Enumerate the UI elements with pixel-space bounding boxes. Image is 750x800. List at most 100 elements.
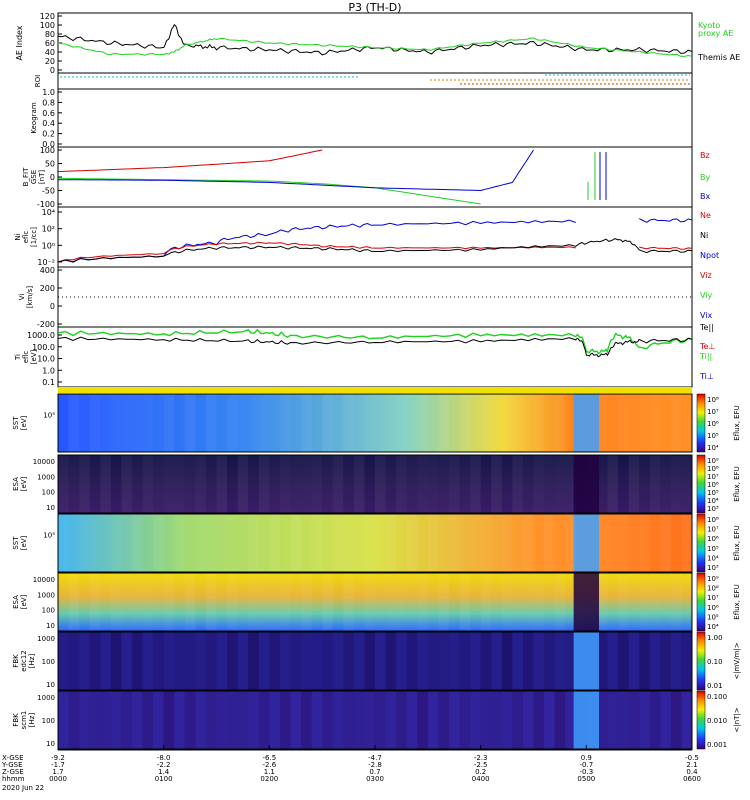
spectrogram-tick-label: 10⁵ bbox=[43, 531, 55, 539]
ni-line bbox=[57, 238, 693, 263]
legend-te-par: Te|| bbox=[699, 323, 714, 332]
spectrogram-frame bbox=[57, 393, 693, 453]
colorbar bbox=[696, 454, 706, 514]
spectrogram-ylabel: [eV] bbox=[20, 476, 28, 491]
legend-ti-perp: Ti⊥ bbox=[699, 372, 714, 381]
axis-value: 0400 bbox=[472, 775, 490, 783]
spectrogram-texture bbox=[153, 455, 164, 513]
quality-strip bbox=[58, 387, 692, 393]
spectrogram-texture bbox=[205, 394, 217, 452]
legend-te-perp: Te⊥ bbox=[699, 342, 715, 351]
spectrogram-texture bbox=[670, 455, 682, 513]
spectrogram-texture bbox=[470, 632, 481, 690]
spectrogram-texture bbox=[269, 394, 280, 452]
colorbar-tick-label: 10⁸ bbox=[707, 396, 719, 404]
spectrogram-texture bbox=[396, 455, 407, 513]
spectrogram-texture bbox=[670, 691, 682, 749]
spectrogram-texture bbox=[522, 455, 534, 513]
spectrogram-texture bbox=[311, 514, 323, 572]
spectrogram-texture bbox=[301, 455, 312, 513]
spectrogram-texture bbox=[301, 691, 312, 749]
spectrogram-texture bbox=[195, 691, 206, 749]
spectrogram-texture bbox=[121, 691, 132, 749]
spectrogram-texture bbox=[470, 573, 481, 631]
density-tick-label: 10⁰ bbox=[42, 241, 55, 250]
axis-value: 0600 bbox=[683, 775, 701, 783]
ylabel-line: eflc bbox=[22, 231, 30, 244]
axis-value: 0100 bbox=[155, 775, 173, 783]
spectrogram-texture bbox=[417, 632, 428, 690]
spectrogram-texture bbox=[279, 394, 291, 452]
ylabel-line: Vi bbox=[18, 294, 26, 301]
ylabel-line: GSE bbox=[30, 170, 38, 184]
spectrogram-texture bbox=[195, 394, 206, 452]
spectrogram-texture bbox=[596, 632, 608, 690]
spectrogram-texture bbox=[448, 573, 460, 631]
spectrogram-texture bbox=[554, 455, 566, 513]
temperature-tick-labels: 1000.0 100.0 10.0 1.0 0.1 bbox=[27, 331, 62, 387]
axis-value: 2.1 bbox=[686, 761, 697, 769]
spectrogram-texture bbox=[174, 514, 185, 572]
spectrogram-texture bbox=[639, 573, 650, 631]
spectrogram-texture bbox=[100, 573, 111, 631]
spectrogram-texture bbox=[385, 691, 397, 749]
spectrogram-texture bbox=[269, 691, 280, 749]
spectrogram-texture bbox=[343, 691, 354, 749]
legend-kyoto: Kyoto bbox=[698, 21, 720, 30]
spectrogram-texture bbox=[639, 394, 650, 452]
te-parallel-line bbox=[57, 336, 693, 358]
spectrogram-texture bbox=[533, 632, 545, 690]
spectrogram-texture bbox=[195, 632, 206, 690]
spectrogram-texture bbox=[596, 394, 608, 452]
spectrogram-texture bbox=[248, 455, 259, 513]
spectrogram-texture bbox=[628, 455, 640, 513]
spectrogram-texture bbox=[301, 394, 312, 452]
spectrogram-texture bbox=[512, 632, 523, 690]
colorbar bbox=[696, 690, 706, 750]
ae-tick-label: 80 bbox=[45, 30, 55, 39]
spectrogram-ylabel: [eV] bbox=[20, 415, 28, 430]
bfield-tick-label: 0 bbox=[50, 173, 55, 182]
spectrogram-texture bbox=[639, 455, 650, 513]
spectrogram-ylabel: ESA bbox=[12, 595, 20, 609]
spectrogram-texture bbox=[491, 394, 502, 452]
colorbar-tick-label: 10⁴ bbox=[707, 444, 719, 452]
spectrogram-texture bbox=[459, 514, 471, 572]
spectrogram-texture bbox=[353, 455, 365, 513]
spectrogram-texture bbox=[607, 514, 619, 572]
axis-row-label: Z-GSE bbox=[2, 768, 24, 776]
spectrogram-texture bbox=[89, 514, 101, 572]
spectrogram-texture bbox=[396, 394, 407, 452]
axis-value: -8.0 bbox=[157, 754, 171, 762]
spectrogram-texture bbox=[427, 632, 439, 690]
legend-viy: Viy bbox=[700, 291, 713, 300]
bfield-tick-label: 100 bbox=[40, 146, 55, 155]
spectrogram-texture bbox=[512, 514, 523, 572]
axis-value: -0.7 bbox=[579, 761, 593, 769]
spectrogram-texture bbox=[649, 691, 661, 749]
spectrogram-texture bbox=[311, 691, 323, 749]
spectrogram-texture bbox=[79, 573, 90, 631]
spectrogram-tick-label: 1000 bbox=[37, 635, 55, 643]
spectrogram-event-column bbox=[573, 691, 600, 749]
spectrogram-texture bbox=[227, 455, 238, 513]
spectrogram-texture bbox=[660, 691, 671, 749]
spectrogram-texture bbox=[533, 394, 545, 452]
spectrogram-texture bbox=[290, 691, 302, 749]
spectrogram-texture bbox=[121, 394, 132, 452]
spectrogram-texture bbox=[163, 455, 175, 513]
spectrogram-texture bbox=[406, 514, 418, 572]
spectrogram-texture bbox=[406, 632, 418, 690]
spectrogram-texture bbox=[174, 455, 185, 513]
spectrogram-texture bbox=[501, 514, 513, 572]
bfield-ylabel: B_FIT GSE [nT] bbox=[22, 167, 46, 186]
ylabel-line: Ti bbox=[14, 354, 22, 361]
spectrogram-texture bbox=[448, 632, 460, 690]
colorbar-tick-label: 10⁶ bbox=[707, 535, 719, 543]
spectrogram-texture bbox=[100, 632, 111, 690]
spectrogram-texture bbox=[438, 573, 449, 631]
temperature-tick-label: 100.0 bbox=[32, 343, 55, 352]
spectrogram-texture bbox=[301, 573, 312, 631]
